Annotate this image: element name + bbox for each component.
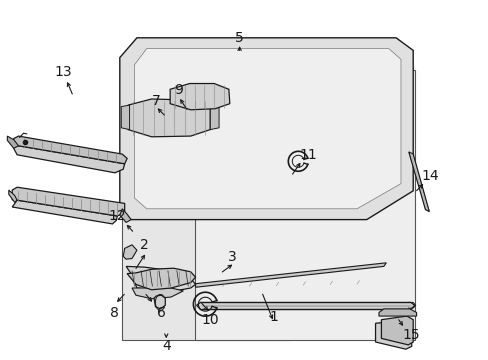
Polygon shape <box>170 84 229 110</box>
Polygon shape <box>120 38 412 220</box>
Text: 15: 15 <box>401 328 419 342</box>
Text: 9: 9 <box>174 83 183 97</box>
Polygon shape <box>12 200 117 224</box>
Polygon shape <box>9 190 17 202</box>
Polygon shape <box>127 268 195 290</box>
Polygon shape <box>408 152 428 212</box>
Polygon shape <box>14 136 127 164</box>
Polygon shape <box>378 309 416 316</box>
Text: 4: 4 <box>162 339 170 352</box>
Polygon shape <box>132 288 183 299</box>
Polygon shape <box>126 266 195 292</box>
Text: 7: 7 <box>152 94 161 108</box>
Polygon shape <box>134 49 400 209</box>
Text: 6: 6 <box>157 306 165 320</box>
Polygon shape <box>210 105 219 130</box>
Text: 13: 13 <box>55 65 72 79</box>
Polygon shape <box>381 316 412 345</box>
Text: 5: 5 <box>235 31 244 45</box>
Polygon shape <box>123 245 137 259</box>
Polygon shape <box>122 188 289 340</box>
Text: 2: 2 <box>140 238 148 252</box>
Text: 12: 12 <box>108 209 126 223</box>
Polygon shape <box>375 320 411 349</box>
Polygon shape <box>128 99 210 137</box>
Polygon shape <box>12 187 124 216</box>
Polygon shape <box>195 263 386 287</box>
Polygon shape <box>195 70 414 340</box>
Polygon shape <box>14 144 124 173</box>
Text: 8: 8 <box>110 306 119 320</box>
Polygon shape <box>120 209 131 222</box>
Polygon shape <box>121 105 129 130</box>
Text: 3: 3 <box>227 251 236 264</box>
Text: 1: 1 <box>269 310 278 324</box>
Polygon shape <box>154 295 165 309</box>
Polygon shape <box>196 302 414 310</box>
Polygon shape <box>7 136 19 148</box>
Text: 11: 11 <box>299 148 316 162</box>
Text: 14: 14 <box>421 170 438 183</box>
Text: 10: 10 <box>201 314 219 327</box>
